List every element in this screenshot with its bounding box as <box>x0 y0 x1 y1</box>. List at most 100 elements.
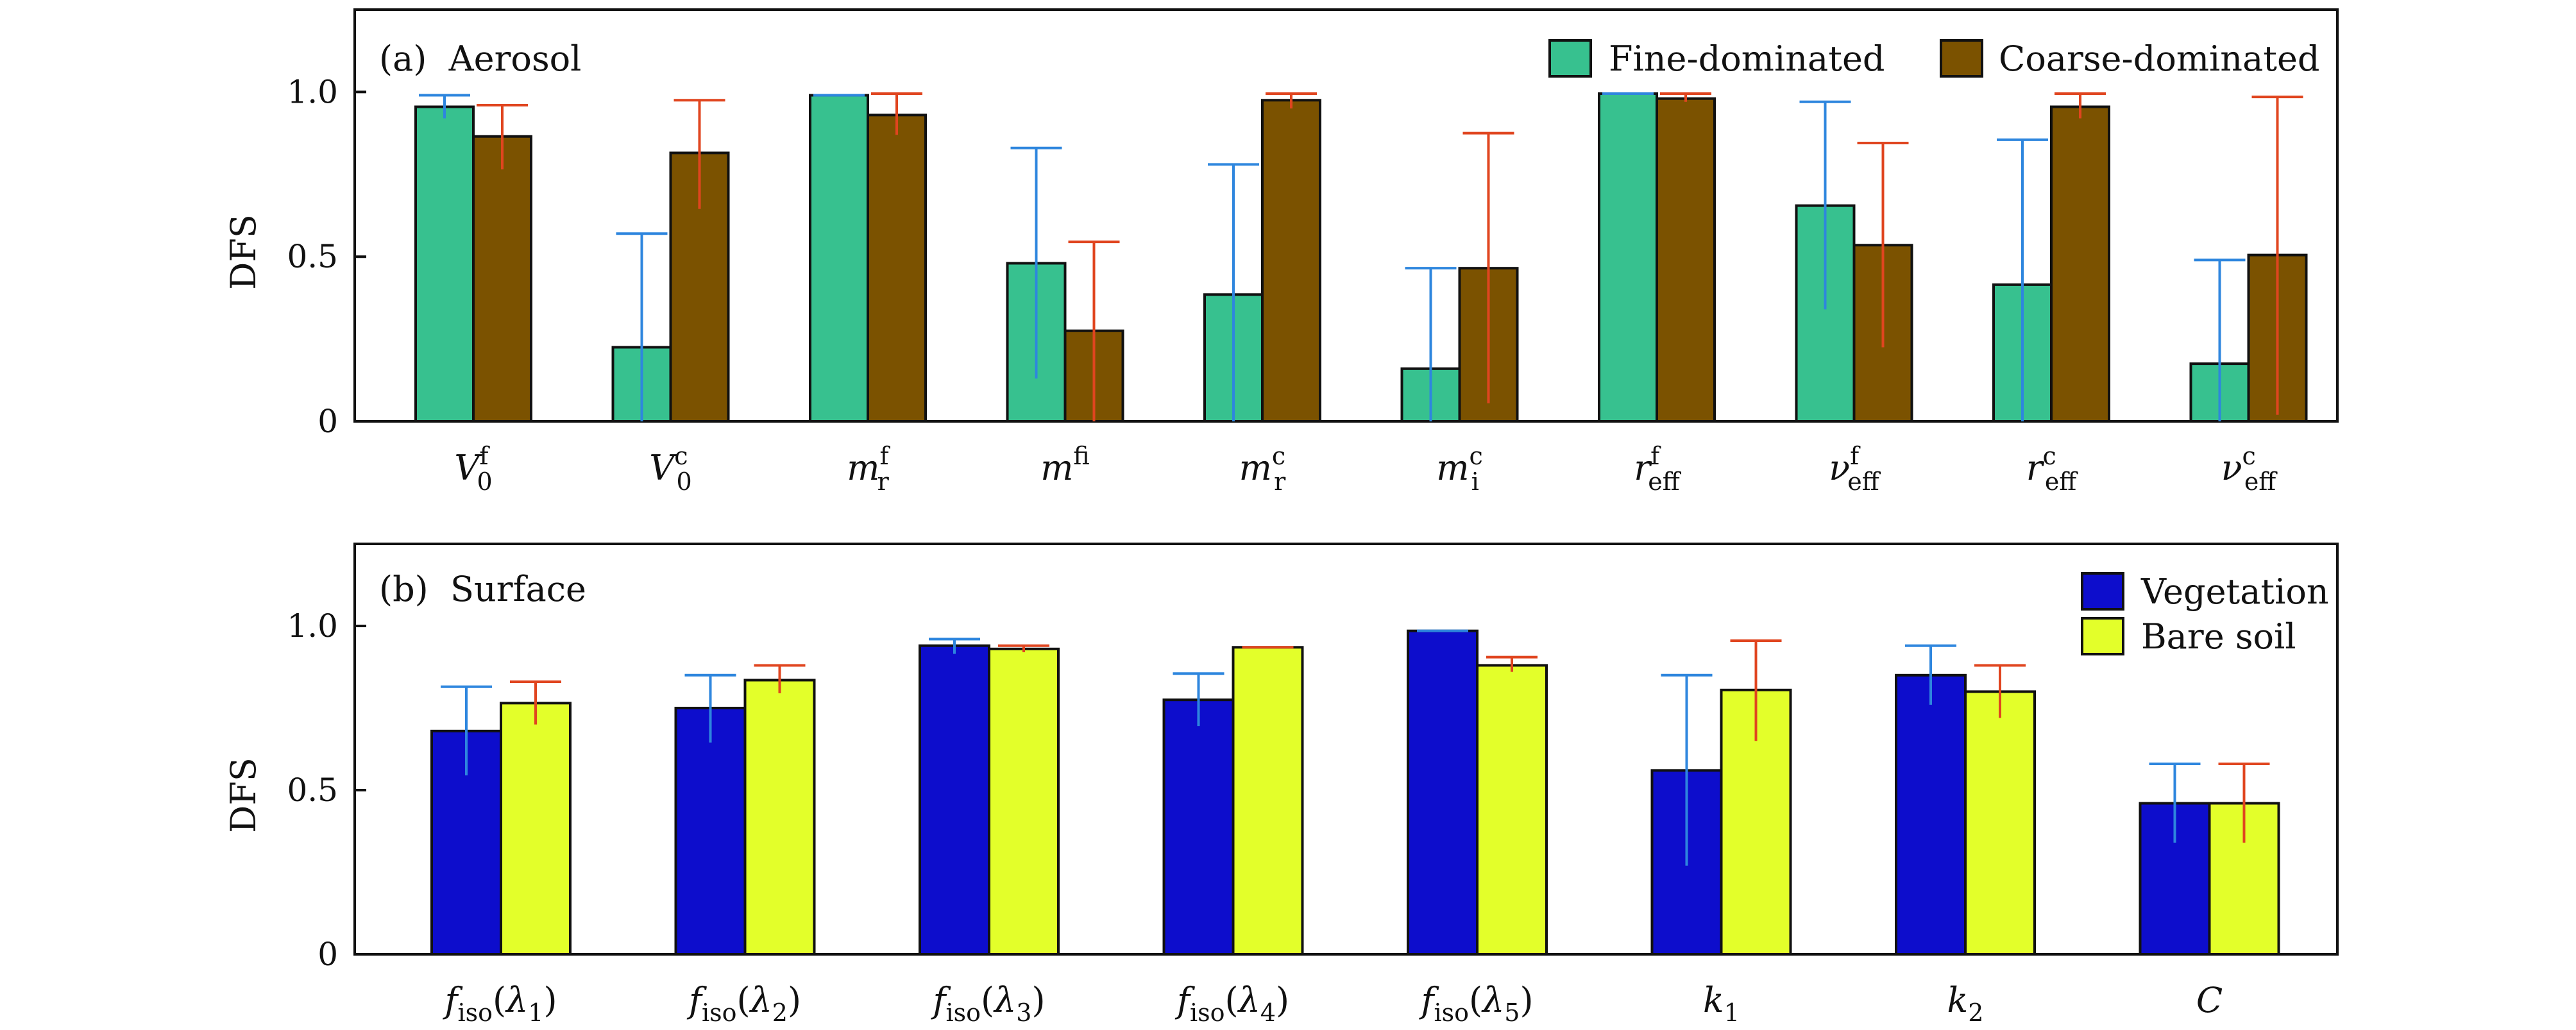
bar-coarse-dominated <box>2050 105 2110 423</box>
legend-swatch-fine-dominated <box>1548 39 1592 78</box>
xtick-label: mc r <box>1239 442 1287 496</box>
error-bar-bare-soil <box>998 644 1049 652</box>
xtick-label: mc i <box>1436 442 1483 496</box>
legend-swatch-vegetation <box>2081 572 2124 611</box>
panel-aerosol-legend: Fine-dominated Coarse-dominated <box>1548 38 2320 79</box>
ytick-label: 0.5 <box>287 238 338 275</box>
error-bar-bare-soil <box>1974 664 2026 718</box>
error-bar-fine-dominated <box>419 94 470 119</box>
error-bar-fine-dominated <box>1010 146 1062 379</box>
xtick-label: mfi <box>1040 442 1090 488</box>
error-bar-vegetation <box>1173 672 1224 727</box>
ytick-label: 1.0 <box>287 607 338 645</box>
error-bar-bare-soil <box>754 664 806 693</box>
bar-bare-soil <box>1476 664 1548 956</box>
error-bar-coarse-dominated <box>1462 131 1514 403</box>
error-bar-bare-soil <box>1486 655 1538 672</box>
error-bar-vegetation <box>441 685 492 775</box>
panel-surface-frame <box>353 543 2339 956</box>
panel-surface-legend: Vegetation Bare soil <box>2081 571 2329 657</box>
error-bar-coarse-dominated <box>1068 241 1120 421</box>
legend-label-coarse-dominated: Coarse-dominated <box>1999 38 2320 79</box>
bar-coarse-dominated <box>867 114 927 423</box>
error-bar-bare-soil <box>510 680 561 725</box>
error-bar-coarse-dominated <box>871 92 922 135</box>
xtick-label: Vc 0 <box>649 442 691 496</box>
panel-aerosol-ylabel: DFS <box>223 214 264 290</box>
legend-label-vegetation: Vegetation <box>2140 571 2329 612</box>
error-bar-coarse-dominated <box>1266 92 1317 109</box>
ytick-label: 0.5 <box>287 772 338 809</box>
xtick-label: k1 <box>1703 980 1740 1027</box>
panel-aerosol: (a) Aerosol DFS 0 0.5 1.0 Vf0 Vc0 mfr mfi mcr m… <box>223 8 2339 496</box>
bar-fine-dominated <box>1598 92 1658 423</box>
bar-coarse-dominated <box>472 135 532 423</box>
panel-aerosol-yaxis: 0 0.5 1.0 <box>287 73 366 440</box>
error-bar-vegetation <box>929 637 980 654</box>
panel-aerosol-frame <box>353 8 2339 423</box>
panel-aerosol-title: (a) Aerosol <box>379 38 581 79</box>
panel-aerosol-bars <box>414 92 2308 423</box>
ytick-label: 0 <box>318 403 338 440</box>
error-bar-bare-soil <box>2218 763 2270 843</box>
bar-vegetation <box>919 644 990 956</box>
panel-surface-ylabel: DFS <box>223 757 264 833</box>
xtick-label: fiso(λ1) <box>442 980 557 1027</box>
panel-surface: (b) Surface DFS 0 0.5 1.0 fiso(λ1) fiso(λ2)… <box>223 543 2339 1027</box>
error-bar-fine-dominated <box>616 232 668 421</box>
error-bar-fine-dominated <box>1799 100 1851 310</box>
bar-fine-dominated <box>809 94 869 423</box>
legend-swatch-bare-soil <box>2081 617 2124 655</box>
error-bar-coarse-dominated <box>674 99 725 209</box>
xtick-label: rf eff <box>1634 442 1681 496</box>
bar-bare-soil <box>1720 688 1792 956</box>
error-bar-vegetation <box>2149 763 2201 843</box>
xtick-label: νf eff <box>1829 442 1881 496</box>
bar-fine-dominated <box>414 105 475 423</box>
xtick-label: νc eff <box>2221 442 2278 496</box>
legend-label-bare-soil: Bare soil <box>2141 616 2296 657</box>
error-bar-coarse-dominated <box>2251 96 2303 415</box>
error-bar-vegetation <box>684 673 736 743</box>
bar-bare-soil <box>988 647 1060 956</box>
error-bar-vegetation <box>1661 673 1713 866</box>
error-bar-vegetation <box>1905 644 1956 705</box>
bar-coarse-dominated <box>1656 97 1716 423</box>
bar-vegetation <box>1895 673 1967 956</box>
xtick-label: fiso(λ3) <box>930 980 1045 1027</box>
ytick-label: 1.0 <box>287 73 338 110</box>
error-bar-coarse-dominated <box>1857 142 1909 348</box>
legend-swatch-coarse-dominated <box>1940 39 1983 78</box>
xtick-label: fiso(λ2) <box>686 980 801 1027</box>
xtick-label: fiso(λ4) <box>1174 980 1289 1027</box>
error-bar-bare-soil <box>1730 639 1782 741</box>
bar-vegetation <box>674 707 747 956</box>
legend-label-fine-dominated: Fine-dominated <box>1609 38 1885 79</box>
error-bar-fine-dominated <box>2194 258 2246 421</box>
bar-bare-soil <box>743 679 816 956</box>
error-bar-coarse-dominated <box>1660 92 1711 102</box>
xtick-label: Vf 0 <box>454 442 492 496</box>
panel-surface-yaxis: 0 0.5 1.0 <box>287 607 366 973</box>
xtick-label: mf r <box>847 442 890 496</box>
ytick-label: 0 <box>318 936 338 973</box>
error-bar-fine-dominated <box>1405 267 1457 421</box>
xtick-label: C <box>2196 980 2223 1020</box>
bar-bare-soil <box>1964 690 2036 956</box>
bar-vegetation <box>1407 629 1479 956</box>
bar-bare-soil <box>1232 646 1304 956</box>
error-bar-fine-dominated <box>1997 138 2048 421</box>
bar-coarse-dominated <box>1261 99 1321 423</box>
error-bar-fine-dominated <box>1208 163 1259 421</box>
error-bar-coarse-dominated <box>477 103 528 170</box>
xtick-label: fiso(λ5) <box>1418 980 1533 1027</box>
xtick-label: k2 <box>1947 980 1984 1027</box>
panel-surface-title: (b) Surface <box>379 569 586 609</box>
xtick-label: rc eff <box>2026 442 2079 496</box>
error-bar-coarse-dominated <box>2055 92 2106 119</box>
panel-surface-xaxis: fiso(λ1) fiso(λ2) fiso(λ3) fiso(λ4) fiso(λ5)… <box>442 980 2223 1027</box>
bar-bare-soil <box>500 702 572 956</box>
panel-surface-bars <box>430 629 2280 956</box>
